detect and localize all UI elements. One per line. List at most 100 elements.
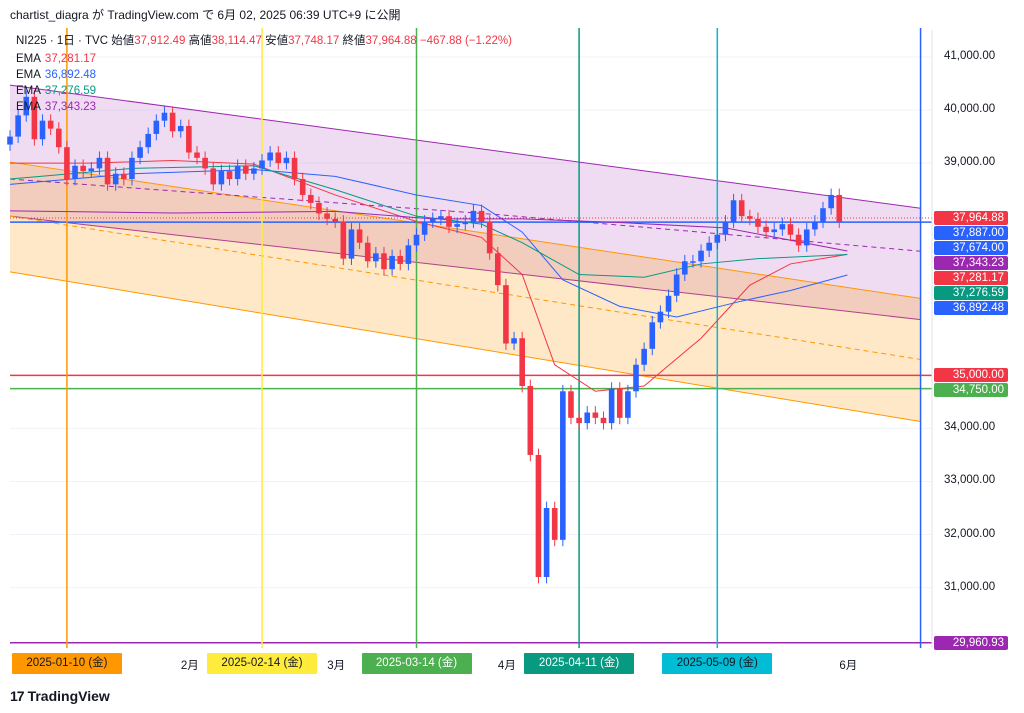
candle [291,151,298,186]
candle-body [478,210,485,222]
legend-ema-2[interactable]: EMA 36,892.48 [16,67,96,83]
candle-body [673,274,680,296]
candle-body [186,125,192,153]
candle [625,384,631,425]
candle-body [283,157,290,164]
candles[interactable] [7,90,843,584]
candle [169,106,176,138]
candle [600,411,607,430]
candle-body [495,253,501,286]
price-label: 37,343.23 [934,256,1008,271]
candle-body [763,226,769,233]
candle [202,151,208,175]
candle-body [820,208,826,222]
candle [218,164,225,191]
date-label: 2025-04-11 (金) [524,653,635,674]
candle [779,217,786,236]
candle-body [608,388,615,424]
candle-body [519,338,525,386]
grid-layer [10,56,932,589]
legend-ema-3[interactable]: EMA 37,276.59 [16,83,96,99]
candle [389,249,395,276]
candle-body [364,242,371,262]
candle [576,411,582,430]
candle [356,223,363,250]
date-label: 2025-03-14 (金) [361,653,472,674]
candle-body [348,229,355,259]
candle [657,305,664,329]
candle-body [299,179,306,195]
candle [15,108,21,143]
candle [641,342,647,372]
legend-high: 38,114.47 [211,35,262,47]
candle-body [169,112,176,132]
candle-body [714,234,721,243]
channel-upper-line [9,84,921,209]
candle-body [356,229,363,243]
tradingview-logo[interactable]: 17 TradingView [10,688,110,704]
candle [210,162,217,191]
candle [381,246,387,276]
candle-body [592,412,599,418]
month-label: 6月 [839,660,858,672]
legend-change: −467.88 (−1.22%) [419,35,512,47]
candle [80,159,86,178]
candle [7,130,13,151]
candle-body [649,322,656,349]
candle [649,315,656,356]
candle [454,217,460,234]
candle [234,159,241,186]
candle [324,207,330,226]
legend-close: 37,964.88 [365,35,417,47]
price-label: 34,750.00 [934,383,1008,398]
candle [665,289,672,319]
candle [112,167,119,191]
candle [31,90,38,146]
candle [129,151,135,186]
candle [478,204,485,228]
candle-body [730,200,737,222]
month-label: 4月 [497,660,516,672]
legend-ema-1[interactable]: EMA 37,281.17 [16,51,96,67]
candle-body [332,218,338,222]
price-label: 37,964.88 [934,211,1008,226]
candle [242,159,249,181]
channel-lower-line [9,215,921,321]
channel-lower-line [9,271,921,423]
candle [543,501,550,584]
date-label: 2025-05-09 (金) [662,653,773,674]
candle-body [836,194,843,222]
candle-body [633,364,639,392]
candle [194,146,200,165]
candle-body [665,295,672,312]
candle-body [145,133,152,148]
candle [706,236,712,258]
y-tick-label: 34,000.00 [944,421,996,434]
candle-body [381,253,387,270]
y-tick-label: 41,000.00 [944,50,996,62]
y-tick-label: 40,000.00 [944,103,996,116]
ema-value: 37,276.59 [44,85,97,97]
candle-body [210,168,217,185]
candle [462,215,469,231]
horizontal-lines [10,217,932,644]
candle-body [681,261,688,275]
candle-body [779,224,786,230]
candle-body [795,234,802,246]
candle [137,140,143,165]
date-label: 2025-02-14 (金) [207,653,318,674]
ema-label: EMA [16,69,41,81]
candle [39,114,46,146]
candle-body [47,120,54,129]
price-label: 37,276.59 [934,286,1008,301]
candle-body [511,338,517,344]
candle [47,114,54,135]
candle-body [803,229,810,246]
y-tick-label: 39,000.00 [944,156,996,169]
legend-ema-4[interactable]: EMA 37,343.23 [16,99,96,115]
y-tick-label: 31,000.00 [944,580,996,593]
candle [738,193,745,223]
candle-body [202,157,208,169]
candle-body [316,202,322,214]
